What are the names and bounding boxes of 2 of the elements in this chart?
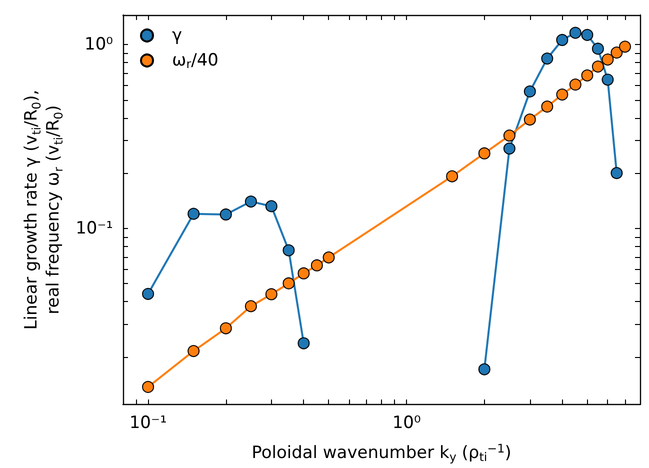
legend-label: ωr/40: [172, 50, 218, 71]
legend-label: γ: [172, 26, 182, 46]
